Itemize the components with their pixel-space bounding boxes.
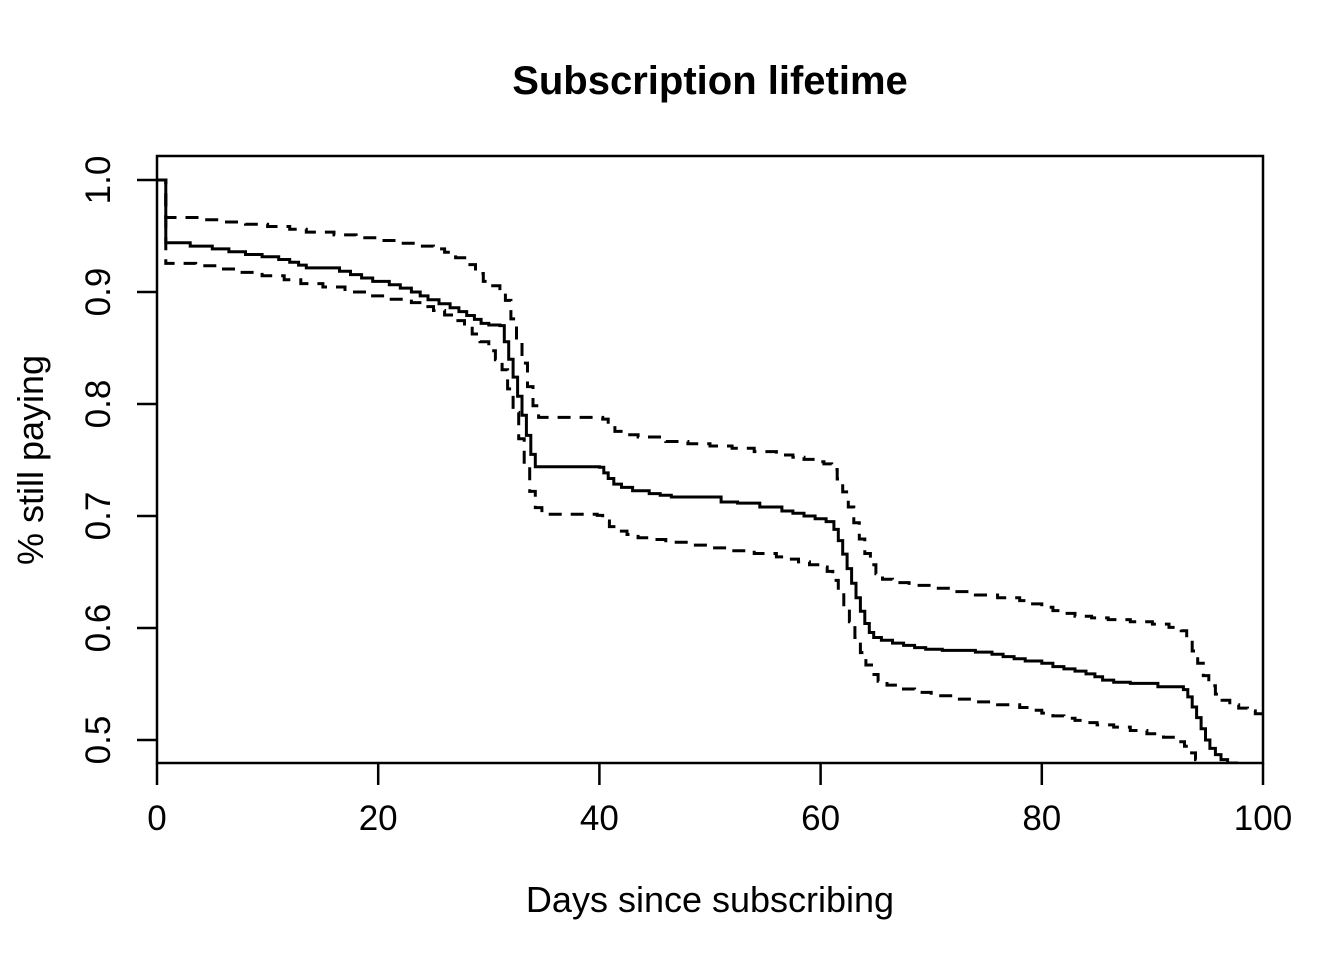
x-tick-label: 20 xyxy=(359,799,398,838)
y-tick-label: 0.9 xyxy=(79,268,118,317)
y-tick-label: 0.7 xyxy=(79,492,118,541)
chart-title: Subscription lifetime xyxy=(512,59,908,103)
x-tick-label: 40 xyxy=(580,799,619,838)
y-axis-label: % still paying xyxy=(10,355,51,565)
y-tick-label: 0.5 xyxy=(79,716,118,765)
survival-estimate-line xyxy=(157,178,1238,763)
series-lines xyxy=(157,178,1263,763)
y-tick-label: 0.8 xyxy=(79,380,118,429)
x-axis: 0 20 40 60 80 100 xyxy=(147,763,1292,838)
y-tick-label: 0.6 xyxy=(79,604,118,653)
lower-confidence-band-line xyxy=(157,178,1203,763)
x-tick-label: 80 xyxy=(1022,799,1061,838)
y-tick-label: 1.0 xyxy=(79,156,118,205)
x-tick-label: 0 xyxy=(147,799,166,838)
x-tick-label: 100 xyxy=(1234,799,1292,838)
upper-confidence-band-line xyxy=(157,178,1263,716)
x-axis-label: Days since subscribing xyxy=(526,879,894,920)
plot-box-border xyxy=(155,154,1265,765)
y-axis: 1.0 0.9 0.8 0.7 0.6 0.5 xyxy=(79,156,157,765)
x-tick-label: 60 xyxy=(801,799,840,838)
